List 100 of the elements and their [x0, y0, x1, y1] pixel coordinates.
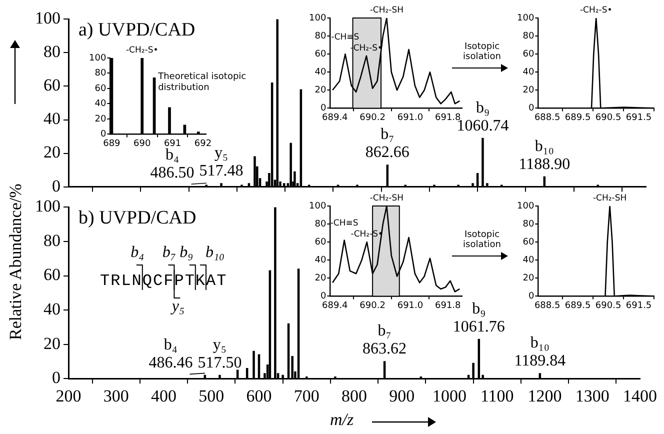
- x-tick-label: 690: [134, 138, 151, 149]
- x-tick-label: 691.0: [397, 300, 424, 311]
- annotation: 1189.84: [514, 352, 566, 370]
- y-tick-label: 0: [528, 104, 534, 114]
- annotation: 517.48: [199, 162, 244, 180]
- x-tick-label: 691: [164, 138, 182, 149]
- x-tick-label: 690.5: [595, 300, 622, 311]
- chart-title: a) UVPD/CAD: [78, 20, 196, 41]
- y-tick-label: 80: [94, 68, 106, 79]
- annotation: 863.62: [362, 340, 407, 358]
- annotation: Isotopic isolation: [462, 42, 502, 62]
- annotation: -CH₂-SH: [370, 5, 404, 16]
- y-tick-label: 0: [320, 104, 326, 114]
- x-tick-label: 200: [56, 386, 82, 406]
- y-tick-label: 60: [314, 237, 326, 248]
- y-tick-label: 60: [522, 49, 534, 60]
- y-tick-label: 80: [314, 219, 326, 230]
- annotation: 1188.90: [518, 156, 570, 173]
- x-tick-label: 692: [194, 138, 212, 149]
- annotation: b₁₀: [204, 244, 226, 262]
- x-tick-label: 800: [342, 386, 367, 406]
- y-axis-title: Relative Abundance/%: [6, 182, 26, 340]
- annotation: y₅: [212, 336, 226, 354]
- y-tick-label: 80: [522, 219, 534, 230]
- y-tick-label: 60: [522, 237, 534, 248]
- annotation: -CH₂-S•: [126, 45, 158, 56]
- y-tick-label: 40: [522, 255, 534, 266]
- x-tick-label: 500: [198, 386, 224, 406]
- x-tick-label: 688.5: [534, 300, 560, 311]
- y-tick-label: 0: [320, 292, 326, 302]
- annotation: b₉: [476, 99, 490, 116]
- y-tick-label: 0: [528, 292, 534, 302]
- annotation: -CH₂-SH: [592, 193, 627, 204]
- x-tick-label: 600: [246, 386, 272, 406]
- y-tick-label: 20: [94, 114, 106, 124]
- annotation: b₁₀: [530, 334, 550, 352]
- y-tick-label: 40: [94, 99, 106, 110]
- annotation: 1061.76: [452, 318, 505, 336]
- annotation: b₉: [180, 244, 194, 261]
- x-tick-label: 689.5: [564, 300, 591, 311]
- x-tick-label: 690.5: [595, 112, 622, 123]
- annotation: b₄: [130, 244, 146, 262]
- x-tick-label: 691.5: [626, 300, 652, 311]
- x-tick-label: 689: [103, 138, 121, 149]
- y-tick-label: 80: [522, 31, 534, 42]
- x-tick-label: 400: [151, 386, 176, 406]
- x-tick-label: 1300: [575, 386, 610, 406]
- y-tick-label: 40: [44, 300, 60, 319]
- y-tick-label: 20: [44, 334, 60, 353]
- annotation: b₇: [162, 244, 176, 261]
- x-tick-label: 700: [294, 386, 320, 406]
- x-tick-label: 1100: [480, 386, 514, 406]
- y-tick-label: 40: [522, 67, 534, 78]
- y-tick-label: 80: [44, 42, 60, 62]
- x-tick-label: 689.5: [564, 112, 591, 123]
- x-tick-label: 1000: [432, 386, 466, 406]
- x-tick-label: 688.5: [534, 112, 560, 123]
- y-tick-label: 100: [516, 13, 534, 24]
- annotation: 862.66: [365, 144, 410, 162]
- y-tick-label: 20: [522, 274, 534, 284]
- annotation: b₄: [164, 336, 178, 354]
- x-tick-label: 1200: [528, 386, 562, 406]
- annotation: 486.46: [148, 354, 193, 372]
- y-tick-label: 100: [35, 8, 60, 28]
- x-tick-label: 1400: [623, 386, 657, 406]
- x-tick-label: 691.0: [397, 112, 424, 123]
- annotation: y₅: [170, 298, 186, 316]
- y-tick-label: 20: [314, 274, 326, 284]
- x-tick-label: 691.8: [434, 300, 462, 311]
- y-tick-label: 100: [516, 201, 534, 212]
- y-tick-label: 60: [314, 49, 326, 60]
- y-tick-label: 100: [308, 13, 326, 24]
- annotation: Isotopic isolation: [462, 230, 502, 250]
- y-tick-label: 40: [314, 67, 326, 78]
- chart-title: b) UVPD/CAD: [78, 208, 196, 229]
- y-tick-label: 60: [44, 265, 60, 284]
- annotation: b₄: [166, 146, 180, 164]
- x-tick-label: 691.5: [626, 112, 652, 123]
- annotation: -CH₂-SH: [370, 193, 404, 204]
- y-tick-label: 40: [314, 255, 326, 266]
- annotation: -CH≡S: [330, 218, 358, 229]
- annotation: 517.50: [198, 354, 242, 372]
- y-tick-label: 0: [100, 130, 106, 140]
- y-tick-label: 100: [88, 53, 106, 64]
- y-tick-label: 100: [308, 201, 326, 212]
- y-tick-label: 40: [44, 109, 60, 128]
- annotation: Theoretical isotopic distribution: [157, 72, 246, 93]
- x-tick-label: 690.2: [360, 300, 386, 311]
- annotation: y₅: [214, 144, 228, 162]
- x-tick-label: 689.4: [322, 112, 348, 123]
- x-tick-label: 689.4: [322, 300, 348, 311]
- annotation: b₇: [380, 126, 394, 144]
- y-tick-label: 20: [314, 86, 326, 96]
- x-tick-label: 690.2: [360, 112, 386, 123]
- annotation: 486.50: [150, 164, 194, 182]
- y-tick-label: 60: [94, 84, 106, 94]
- y-tick-label: 0: [52, 176, 60, 196]
- annotation: b₇: [378, 322, 392, 340]
- y-tick-label: 100: [35, 196, 60, 216]
- y-tick-label: 80: [44, 230, 60, 250]
